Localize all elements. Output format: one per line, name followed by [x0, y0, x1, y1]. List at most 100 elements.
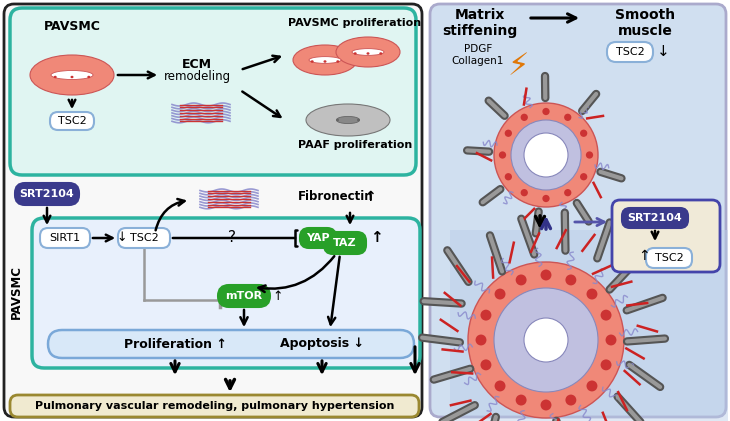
- FancyBboxPatch shape: [612, 200, 720, 272]
- Circle shape: [520, 189, 528, 196]
- Circle shape: [566, 274, 576, 285]
- Ellipse shape: [293, 45, 357, 75]
- Circle shape: [504, 173, 512, 180]
- Text: Fibronectin: Fibronectin: [298, 190, 374, 203]
- Circle shape: [606, 335, 616, 346]
- Ellipse shape: [354, 52, 357, 55]
- Text: ECM: ECM: [182, 58, 212, 71]
- Text: YAP: YAP: [306, 233, 330, 243]
- Ellipse shape: [337, 60, 339, 63]
- Circle shape: [564, 189, 572, 196]
- Circle shape: [564, 114, 572, 121]
- Circle shape: [601, 360, 612, 370]
- FancyBboxPatch shape: [118, 228, 170, 248]
- Text: ↓: ↓: [117, 231, 127, 244]
- Text: Apoptosis ↓: Apoptosis ↓: [280, 338, 364, 351]
- Ellipse shape: [357, 119, 360, 121]
- FancyBboxPatch shape: [50, 112, 94, 130]
- Circle shape: [495, 381, 505, 392]
- Text: ↓: ↓: [657, 45, 669, 59]
- Text: ?: ?: [228, 230, 236, 245]
- FancyBboxPatch shape: [10, 395, 419, 417]
- Text: ⚡: ⚡: [507, 52, 529, 81]
- Circle shape: [542, 108, 550, 115]
- Circle shape: [542, 195, 550, 202]
- Ellipse shape: [71, 76, 74, 78]
- Circle shape: [499, 152, 506, 159]
- Ellipse shape: [323, 60, 326, 63]
- Circle shape: [480, 360, 491, 370]
- Text: ↑: ↑: [272, 290, 283, 303]
- Circle shape: [524, 318, 568, 362]
- Text: PAVSMC: PAVSMC: [44, 20, 101, 33]
- FancyBboxPatch shape: [32, 218, 420, 368]
- Text: ↑: ↑: [370, 231, 383, 245]
- Text: Pulmonary vascular remodeling, pulmonary hypertension: Pulmonary vascular remodeling, pulmonary…: [35, 401, 395, 411]
- Text: SRT2104: SRT2104: [20, 189, 74, 199]
- Circle shape: [515, 394, 526, 405]
- Text: SIRT1: SIRT1: [50, 233, 80, 243]
- Text: PAVSMC proliferation: PAVSMC proliferation: [288, 18, 421, 28]
- Text: Smooth
muscle: Smooth muscle: [615, 8, 675, 38]
- Text: TSC2: TSC2: [58, 116, 86, 126]
- Circle shape: [511, 120, 581, 190]
- Text: ↑: ↑: [364, 190, 376, 204]
- FancyBboxPatch shape: [48, 330, 414, 358]
- Circle shape: [566, 394, 576, 405]
- Text: ↑: ↑: [638, 249, 650, 263]
- Circle shape: [468, 262, 624, 418]
- Text: Proliferation ↑: Proliferation ↑: [123, 338, 226, 351]
- Circle shape: [586, 288, 597, 299]
- Text: Matrix
stiffening: Matrix stiffening: [442, 8, 518, 38]
- Ellipse shape: [306, 104, 390, 136]
- FancyBboxPatch shape: [607, 42, 653, 62]
- Circle shape: [494, 103, 598, 207]
- Ellipse shape: [51, 70, 93, 80]
- Circle shape: [520, 114, 528, 121]
- Ellipse shape: [352, 48, 384, 56]
- Text: PDGF
Collagen1: PDGF Collagen1: [452, 44, 504, 67]
- Circle shape: [515, 274, 526, 285]
- Ellipse shape: [380, 52, 383, 55]
- Circle shape: [601, 310, 612, 320]
- Ellipse shape: [54, 76, 57, 78]
- Ellipse shape: [309, 57, 341, 64]
- FancyBboxPatch shape: [300, 228, 336, 248]
- Circle shape: [524, 133, 568, 177]
- Ellipse shape: [336, 37, 400, 67]
- Circle shape: [480, 310, 491, 320]
- Text: TSC2: TSC2: [615, 47, 645, 57]
- Text: SRT2104: SRT2104: [628, 213, 683, 223]
- FancyBboxPatch shape: [218, 285, 270, 307]
- Text: PAVSMC: PAVSMC: [9, 265, 23, 319]
- Text: TAZ: TAZ: [333, 238, 357, 248]
- FancyBboxPatch shape: [10, 8, 416, 175]
- Ellipse shape: [30, 55, 114, 95]
- FancyBboxPatch shape: [4, 4, 422, 417]
- Circle shape: [475, 335, 486, 346]
- FancyBboxPatch shape: [40, 228, 90, 248]
- Circle shape: [540, 269, 551, 280]
- Ellipse shape: [88, 76, 91, 78]
- FancyBboxPatch shape: [430, 4, 726, 417]
- Circle shape: [586, 381, 597, 392]
- Polygon shape: [450, 230, 728, 421]
- FancyBboxPatch shape: [324, 232, 366, 254]
- Text: TSC2: TSC2: [130, 233, 158, 243]
- Ellipse shape: [337, 116, 360, 124]
- FancyBboxPatch shape: [15, 183, 79, 205]
- Circle shape: [540, 400, 551, 410]
- Circle shape: [494, 288, 598, 392]
- Text: remodeling: remodeling: [164, 70, 231, 83]
- Text: TSC2: TSC2: [655, 253, 683, 263]
- Circle shape: [504, 130, 512, 137]
- Ellipse shape: [311, 60, 314, 63]
- Ellipse shape: [336, 119, 339, 121]
- Circle shape: [580, 173, 588, 180]
- Text: PAAF proliferation: PAAF proliferation: [298, 140, 412, 150]
- FancyBboxPatch shape: [646, 248, 692, 268]
- Circle shape: [495, 288, 505, 299]
- FancyBboxPatch shape: [622, 208, 688, 228]
- Ellipse shape: [366, 52, 369, 55]
- Circle shape: [580, 130, 588, 137]
